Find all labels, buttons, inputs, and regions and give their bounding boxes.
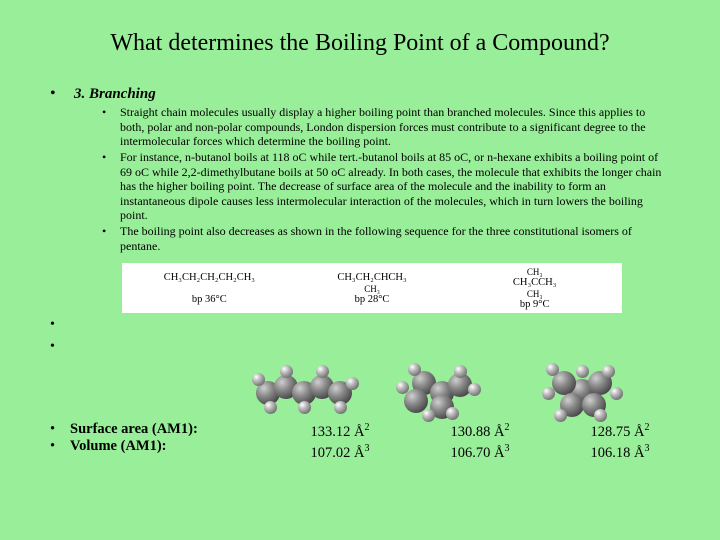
formula-struct: CH₃CCH₃ bbox=[453, 277, 616, 289]
formula-bp: bp 28°C bbox=[291, 294, 454, 306]
formula-col: CH₃CH₂CHCH₃ CH₃ bp 28°C bbox=[291, 272, 454, 306]
formula-struct: CH₃CH₂CHCH₃ bbox=[291, 272, 454, 284]
label-volume: Volume (AM1): bbox=[50, 438, 290, 455]
molecule-models bbox=[50, 363, 640, 415]
label-surface-area: Surface area (AM1): bbox=[50, 421, 290, 438]
formula-bp: bp 36°C bbox=[128, 294, 291, 306]
bullet-item: The boiling point also decreases as show… bbox=[102, 224, 670, 253]
bottom-data: Surface area (AM1): Volume (AM1): 133.12… bbox=[50, 421, 670, 462]
molecule-model bbox=[250, 363, 360, 415]
value-column: 133.12 Å2 107.02 Å3 bbox=[311, 421, 370, 462]
value-column: 130.88 Å2 106.70 Å3 bbox=[451, 421, 510, 462]
formula-panel: CH₃CH₂CH₂CH₂CH₃ bp 36°C CH₃CH₂CHCH₃ CH₃ … bbox=[122, 263, 622, 313]
molecule-model bbox=[390, 363, 500, 415]
molecule-model bbox=[530, 363, 640, 415]
formula-bp: bp 9°C bbox=[453, 299, 616, 311]
bullet-text: Straight chain molecules usually display… bbox=[120, 105, 670, 149]
surface-area-value: 128.75 Å2 bbox=[591, 421, 650, 442]
page-title: What determines the Boiling Point of a C… bbox=[50, 30, 670, 57]
volume-value: 106.18 Å3 bbox=[591, 442, 650, 463]
surface-area-value: 133.12 Å2 bbox=[311, 421, 370, 442]
bullet-text: For instance, n-butanol boils at 118 oC … bbox=[120, 150, 670, 223]
volume-value: 106.70 Å3 bbox=[451, 442, 510, 463]
bullet-item: Straight chain molecules usually display… bbox=[102, 105, 670, 149]
volume-value: 107.02 Å3 bbox=[311, 442, 370, 463]
spacer-bullets bbox=[50, 317, 670, 361]
section-branching: 3. Branching Straight chain molecules us… bbox=[50, 85, 670, 253]
section-heading: 3. Branching bbox=[74, 86, 156, 103]
bullet-text: The boiling point also decreases as show… bbox=[120, 224, 670, 253]
value-column: 128.75 Å2 106.18 Å3 bbox=[591, 421, 650, 462]
formula-struct: CH₃CH₂CH₂CH₂CH₃ bbox=[128, 272, 291, 284]
bullet-item: For instance, n-butanol boils at 118 oC … bbox=[102, 150, 670, 223]
surface-area-value: 130.88 Å2 bbox=[451, 421, 510, 442]
formula-col: CH₃ CH₃CCH₃ CH₃ bp 9°C bbox=[453, 267, 616, 311]
formula-col: CH₃CH₂CH₂CH₂CH₃ bp 36°C bbox=[128, 272, 291, 306]
formula-sub: CH₃ bbox=[291, 284, 454, 294]
